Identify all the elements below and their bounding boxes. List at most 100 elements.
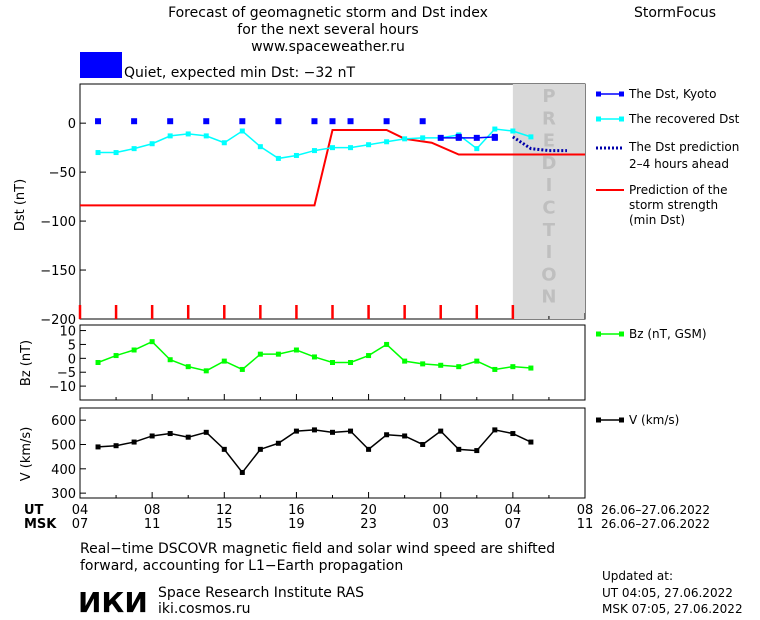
legend-dst-prediction-label-2: 2–4 hours ahead bbox=[629, 157, 729, 171]
prediction-letter: C bbox=[542, 198, 555, 219]
legend-bz: Bz (nT, GSM) bbox=[596, 327, 707, 341]
v-point bbox=[528, 439, 534, 445]
ut-tick-label: 08 bbox=[144, 503, 161, 518]
bz-point bbox=[492, 366, 498, 372]
recovered-dst-point bbox=[366, 142, 372, 148]
ut-tick-label: 08 bbox=[577, 503, 594, 518]
y-tick-label: 0 bbox=[68, 352, 76, 367]
v-point bbox=[203, 429, 209, 435]
y-tick-label: 10 bbox=[59, 325, 76, 340]
y-tick-label: 600 bbox=[51, 414, 76, 429]
dst-kyoto-line bbox=[440, 136, 495, 139]
v-point bbox=[510, 431, 516, 437]
dst-kyoto-point bbox=[347, 118, 354, 125]
recovered-dst-point bbox=[402, 136, 408, 142]
dst-kyoto-point bbox=[239, 118, 246, 125]
legend-bz-label: Bz (nT, GSM) bbox=[629, 327, 707, 341]
ut-tick-label: 04 bbox=[72, 503, 89, 518]
recovered-dst-point bbox=[474, 146, 480, 152]
bz-point bbox=[149, 339, 155, 345]
legend-dst-kyoto-label: The Dst, Kyoto bbox=[628, 87, 716, 101]
storm-strength-line bbox=[80, 129, 585, 207]
bz-point bbox=[330, 360, 335, 365]
recovered-dst-point bbox=[221, 140, 227, 146]
bz-point bbox=[131, 347, 137, 353]
recovered-dst-point bbox=[384, 139, 390, 145]
msk-tick-label: 11 bbox=[577, 517, 594, 532]
bz-point bbox=[221, 358, 227, 364]
bz-point bbox=[239, 366, 245, 372]
bz-point bbox=[420, 361, 426, 367]
prediction-letter: T bbox=[543, 220, 556, 241]
dst-kyoto-point bbox=[275, 118, 282, 125]
v-point bbox=[239, 469, 245, 475]
v-point bbox=[275, 440, 281, 446]
ut-axis-label: UT bbox=[24, 503, 44, 518]
bz-point bbox=[293, 347, 299, 353]
bz-point bbox=[257, 351, 263, 357]
bz-point bbox=[113, 353, 119, 359]
msk-tick-label: 03 bbox=[432, 517, 449, 532]
ut-tick-label: 16 bbox=[288, 503, 305, 518]
v-point bbox=[492, 427, 498, 433]
y-tick-label: −10 bbox=[49, 380, 76, 395]
v-point bbox=[293, 428, 299, 434]
dst-kyoto-point bbox=[311, 118, 318, 125]
y-tick-label: 400 bbox=[51, 463, 76, 478]
bz-point bbox=[384, 341, 390, 347]
bz-chart bbox=[95, 339, 534, 374]
bz-point bbox=[275, 351, 281, 357]
recovered-dst-point bbox=[528, 134, 534, 140]
dst-kyoto-point bbox=[383, 118, 390, 125]
legend-dst-prediction-label-1: The Dst prediction bbox=[628, 140, 739, 154]
bz-point bbox=[348, 360, 354, 365]
website-link[interactable]: www.spaceweather.ru bbox=[251, 39, 405, 55]
ut-tick-label: 04 bbox=[505, 503, 522, 518]
dst-kyoto-point bbox=[95, 118, 102, 125]
recovered-dst-point bbox=[167, 133, 173, 139]
bz-point bbox=[95, 360, 101, 365]
v-point bbox=[185, 434, 191, 440]
v-point bbox=[402, 433, 408, 439]
dst-kyoto-point bbox=[419, 118, 426, 125]
recovered-dst-point bbox=[293, 152, 299, 158]
prediction-letter: I bbox=[546, 175, 553, 196]
bz-point bbox=[456, 364, 462, 370]
y-tick-label: −150 bbox=[40, 264, 76, 279]
recovered-dst-point bbox=[510, 128, 516, 134]
footnote-line-2: forward, accounting for L1−Earth propaga… bbox=[80, 558, 403, 574]
msk-tick-label: 19 bbox=[288, 517, 305, 532]
v-chart bbox=[95, 427, 534, 475]
v-point bbox=[384, 432, 390, 438]
legend-storm-strength-label-2: storm strength bbox=[629, 198, 718, 212]
footnote-line-1: Real−time DSCOVR magnetic field and sola… bbox=[80, 541, 555, 557]
iki-logo: ИКИ bbox=[78, 586, 148, 619]
recovered-dst-point bbox=[95, 150, 101, 156]
recovered-dst-point bbox=[492, 126, 498, 132]
ut-tick-label: 20 bbox=[360, 503, 377, 518]
msk-tick-label: 11 bbox=[144, 517, 161, 532]
dst-kyoto-point bbox=[131, 118, 138, 125]
v-point bbox=[348, 428, 354, 434]
dst-kyoto-point bbox=[455, 134, 462, 141]
v-point bbox=[167, 431, 173, 437]
bz-point bbox=[402, 358, 408, 364]
bz-point bbox=[185, 364, 191, 370]
msk-date-range: 26.06–27.06.2022 bbox=[601, 517, 710, 531]
prediction-letter: P bbox=[542, 86, 555, 107]
y-tick-label: −200 bbox=[40, 313, 76, 328]
msk-axis-label: MSK bbox=[24, 517, 57, 532]
recovered-dst-point bbox=[113, 150, 119, 156]
recovered-dst-point bbox=[311, 148, 317, 154]
recovered-dst-point bbox=[330, 145, 335, 151]
institute-site-link[interactable]: iki.cosmos.ru bbox=[158, 601, 250, 617]
prediction-letter: N bbox=[541, 287, 556, 308]
y-tick-label: −100 bbox=[40, 215, 76, 230]
dst-chart bbox=[80, 118, 585, 207]
bz-point bbox=[510, 364, 516, 370]
v-point bbox=[330, 429, 335, 435]
dst-kyoto-point bbox=[203, 118, 210, 125]
v-line bbox=[97, 429, 532, 474]
